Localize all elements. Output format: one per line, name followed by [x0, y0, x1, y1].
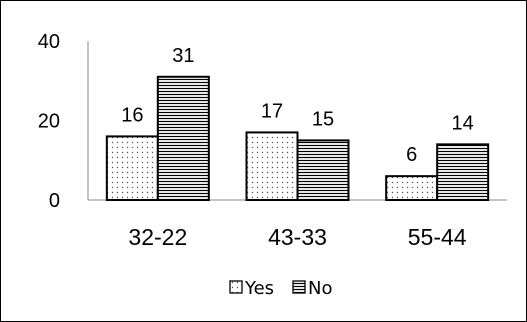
bar-yes-2: [385, 175, 439, 201]
data-label: 31: [172, 45, 194, 67]
category-labels: 32-22 43-33 55-44: [128, 224, 466, 250]
bar-no-2: [436, 143, 490, 202]
bars: [105, 75, 490, 202]
data-labels: 16 31 17 15 6 14: [121, 45, 474, 166]
bar-no-1: [296, 139, 350, 201]
category-label: 55-44: [408, 224, 467, 250]
data-label: 15: [312, 108, 334, 130]
y-tick-labels: 0 20 40: [38, 31, 60, 212]
category-label: 32-22: [128, 224, 187, 250]
legend-label-no: No: [308, 278, 332, 299]
y-tick-label: 0: [49, 190, 60, 212]
data-label: 6: [406, 144, 417, 166]
legend-swatch-no: [292, 280, 306, 294]
y-tick-label: 40: [38, 31, 60, 53]
data-label: 16: [121, 104, 143, 126]
category-label: 43-33: [268, 224, 327, 250]
data-label: 14: [452, 112, 474, 134]
bar-no-0: [156, 75, 210, 201]
bar-yes-1: [245, 131, 299, 201]
bar-yes-0: [105, 135, 159, 201]
legend-label-yes: Yes: [244, 278, 274, 299]
legend-swatch-yes: [229, 280, 243, 294]
legend: Yes No: [229, 278, 332, 299]
data-label: 17: [261, 100, 283, 122]
y-tick-label: 20: [38, 111, 60, 133]
